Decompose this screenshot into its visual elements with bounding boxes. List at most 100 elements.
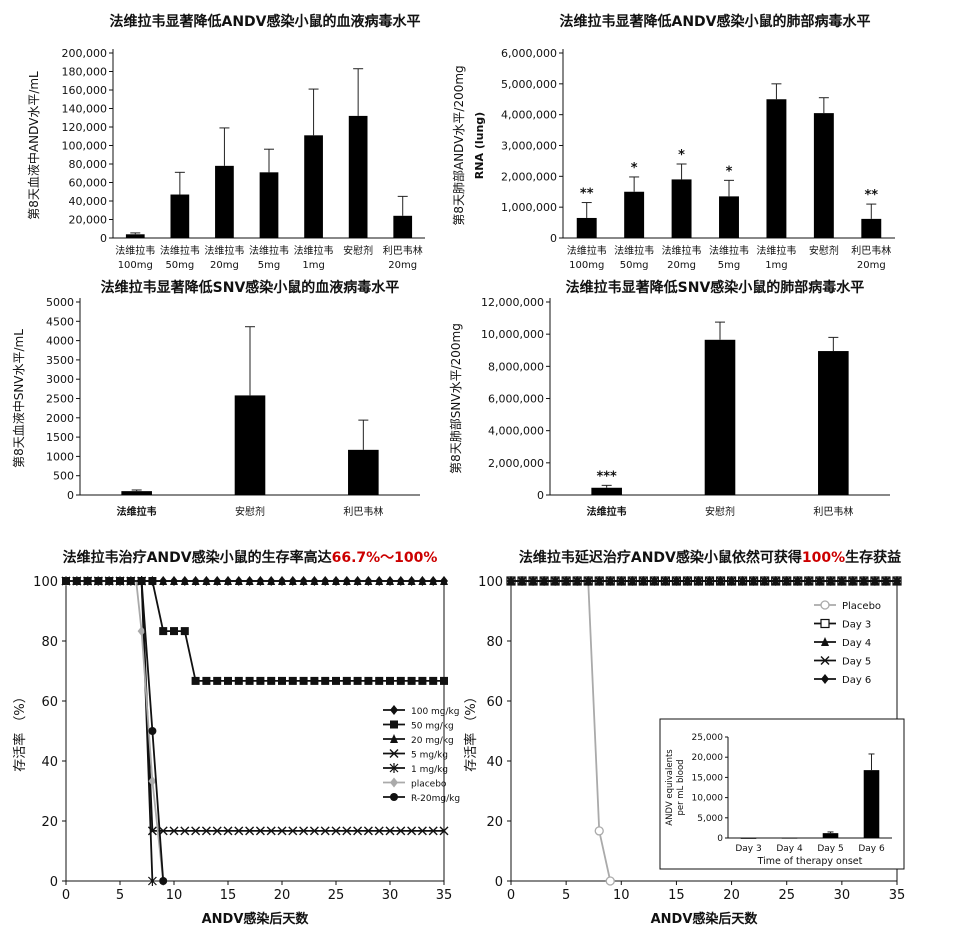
x-tick-label: 35 — [436, 888, 453, 903]
x-tick-label: 5mg — [258, 260, 280, 271]
y-tick-label: 80,000 — [69, 158, 108, 171]
y-tick-label: 20 — [41, 815, 58, 830]
series-R-20mg/kg — [62, 577, 168, 885]
data-point — [353, 826, 363, 836]
data-point — [529, 576, 538, 586]
inset-y-tick-label: 25,000 — [692, 733, 724, 743]
data-point — [390, 793, 398, 801]
x-tick-label: 20mg — [388, 260, 417, 271]
legend-label: Day 6 — [842, 675, 871, 686]
data-point — [299, 576, 308, 585]
bar — [591, 487, 622, 495]
data-point — [375, 576, 384, 585]
data-point — [332, 576, 340, 585]
inset-y-tick-label: 5,000 — [697, 814, 723, 824]
x-tick-label: 100mg — [118, 260, 153, 271]
bar — [766, 99, 787, 238]
data-point — [116, 577, 124, 585]
x-tick-label: 20mg — [210, 260, 239, 271]
x-tick-label: 30 — [834, 888, 851, 903]
data-point — [820, 656, 830, 665]
data-point — [342, 576, 351, 585]
data-point — [212, 826, 222, 836]
significance-mark: ** — [864, 188, 878, 203]
data-point — [396, 826, 406, 836]
bar — [170, 194, 190, 238]
x-tick-label: 20 — [723, 888, 740, 903]
data-point — [418, 676, 427, 685]
legend-label: Day 4 — [842, 638, 871, 649]
data-point — [288, 826, 298, 836]
series-50-mg/kg — [62, 577, 448, 685]
legend-label: Day 5 — [842, 657, 871, 668]
x-tick-label: 利巴韦林 — [343, 505, 383, 518]
data-point — [169, 826, 179, 836]
data-point — [518, 576, 527, 586]
x-tick-label: 10 — [166, 888, 183, 903]
data-point — [267, 576, 276, 585]
line-chart-4: 法维拉韦治疗ANDV感染小鼠的生存率高达66.7%～100% 0 5 10 15 20 25… — [12, 549, 460, 927]
series-line — [511, 580, 612, 882]
data-point — [159, 877, 168, 885]
data-point — [309, 826, 319, 836]
data-point — [606, 576, 615, 586]
y-axis-label: 存活率 （%） — [12, 690, 28, 772]
y-tick-label: 6,000,000 — [488, 393, 544, 406]
data-point — [299, 676, 308, 685]
data-point — [213, 676, 222, 685]
chart-title: 法维拉韦显著降低ANDV感染小鼠的肺部病毒水平 — [559, 13, 870, 30]
chart-title: 法维拉韦显著降低SNV感染小鼠的肺部病毒水平 — [566, 279, 865, 296]
x-tick-label: 法维拉韦 — [115, 244, 155, 257]
data-point — [170, 627, 178, 636]
y-tick-label: 2000 — [46, 412, 74, 425]
data-point — [310, 576, 319, 585]
bar — [393, 215, 413, 238]
bar — [234, 395, 266, 495]
x-tick-label: 法维拉韦 — [294, 244, 334, 257]
data-point — [224, 676, 232, 685]
legend-label: Placebo — [842, 601, 881, 612]
data-point — [363, 826, 373, 836]
data-point — [148, 776, 157, 787]
y-tick-label: 0 — [537, 489, 544, 502]
significance-mark: * — [726, 164, 733, 179]
series-line — [66, 580, 154, 882]
data-point — [396, 676, 405, 685]
data-point — [180, 627, 189, 636]
inset-bar — [863, 770, 880, 838]
data-point — [595, 576, 604, 586]
data-point — [159, 576, 168, 585]
data-point — [738, 576, 747, 586]
data-point — [617, 576, 626, 586]
data-point — [180, 576, 189, 585]
series-Placebo — [506, 576, 615, 886]
y-tick-label: 0 — [550, 232, 557, 245]
y-axis-label: 存活率 （%） — [463, 690, 479, 772]
data-point — [429, 676, 438, 685]
data-point — [267, 676, 276, 685]
data-point — [202, 676, 211, 685]
bar — [304, 135, 323, 238]
x-tick-label: 20mg — [667, 260, 696, 271]
y-tick-label: 40 — [486, 755, 503, 770]
y-tick-label: 60 — [41, 695, 58, 710]
data-point — [893, 576, 901, 586]
plot-frame — [65, 580, 445, 882]
data-point — [386, 576, 394, 585]
data-point — [277, 826, 287, 836]
bar — [813, 113, 834, 238]
x-tick-label: 50mg — [165, 260, 194, 271]
series-Day-6 — [507, 576, 901, 586]
x-tick-label: 利巴韦林 — [851, 244, 891, 257]
x-tick-label: 35 — [889, 888, 906, 903]
data-point — [278, 576, 286, 585]
data-point — [683, 576, 692, 586]
data-point — [256, 576, 265, 585]
x-tick-label: 20 — [274, 888, 291, 903]
x-tick-label: 法维拉韦 — [709, 244, 749, 257]
legend-label: placebo — [411, 780, 447, 790]
inset-x-tick-label: Day 6 — [858, 844, 885, 854]
legend-label: 1 mg/kg — [411, 765, 448, 775]
data-point — [793, 576, 802, 586]
data-point — [170, 576, 178, 585]
